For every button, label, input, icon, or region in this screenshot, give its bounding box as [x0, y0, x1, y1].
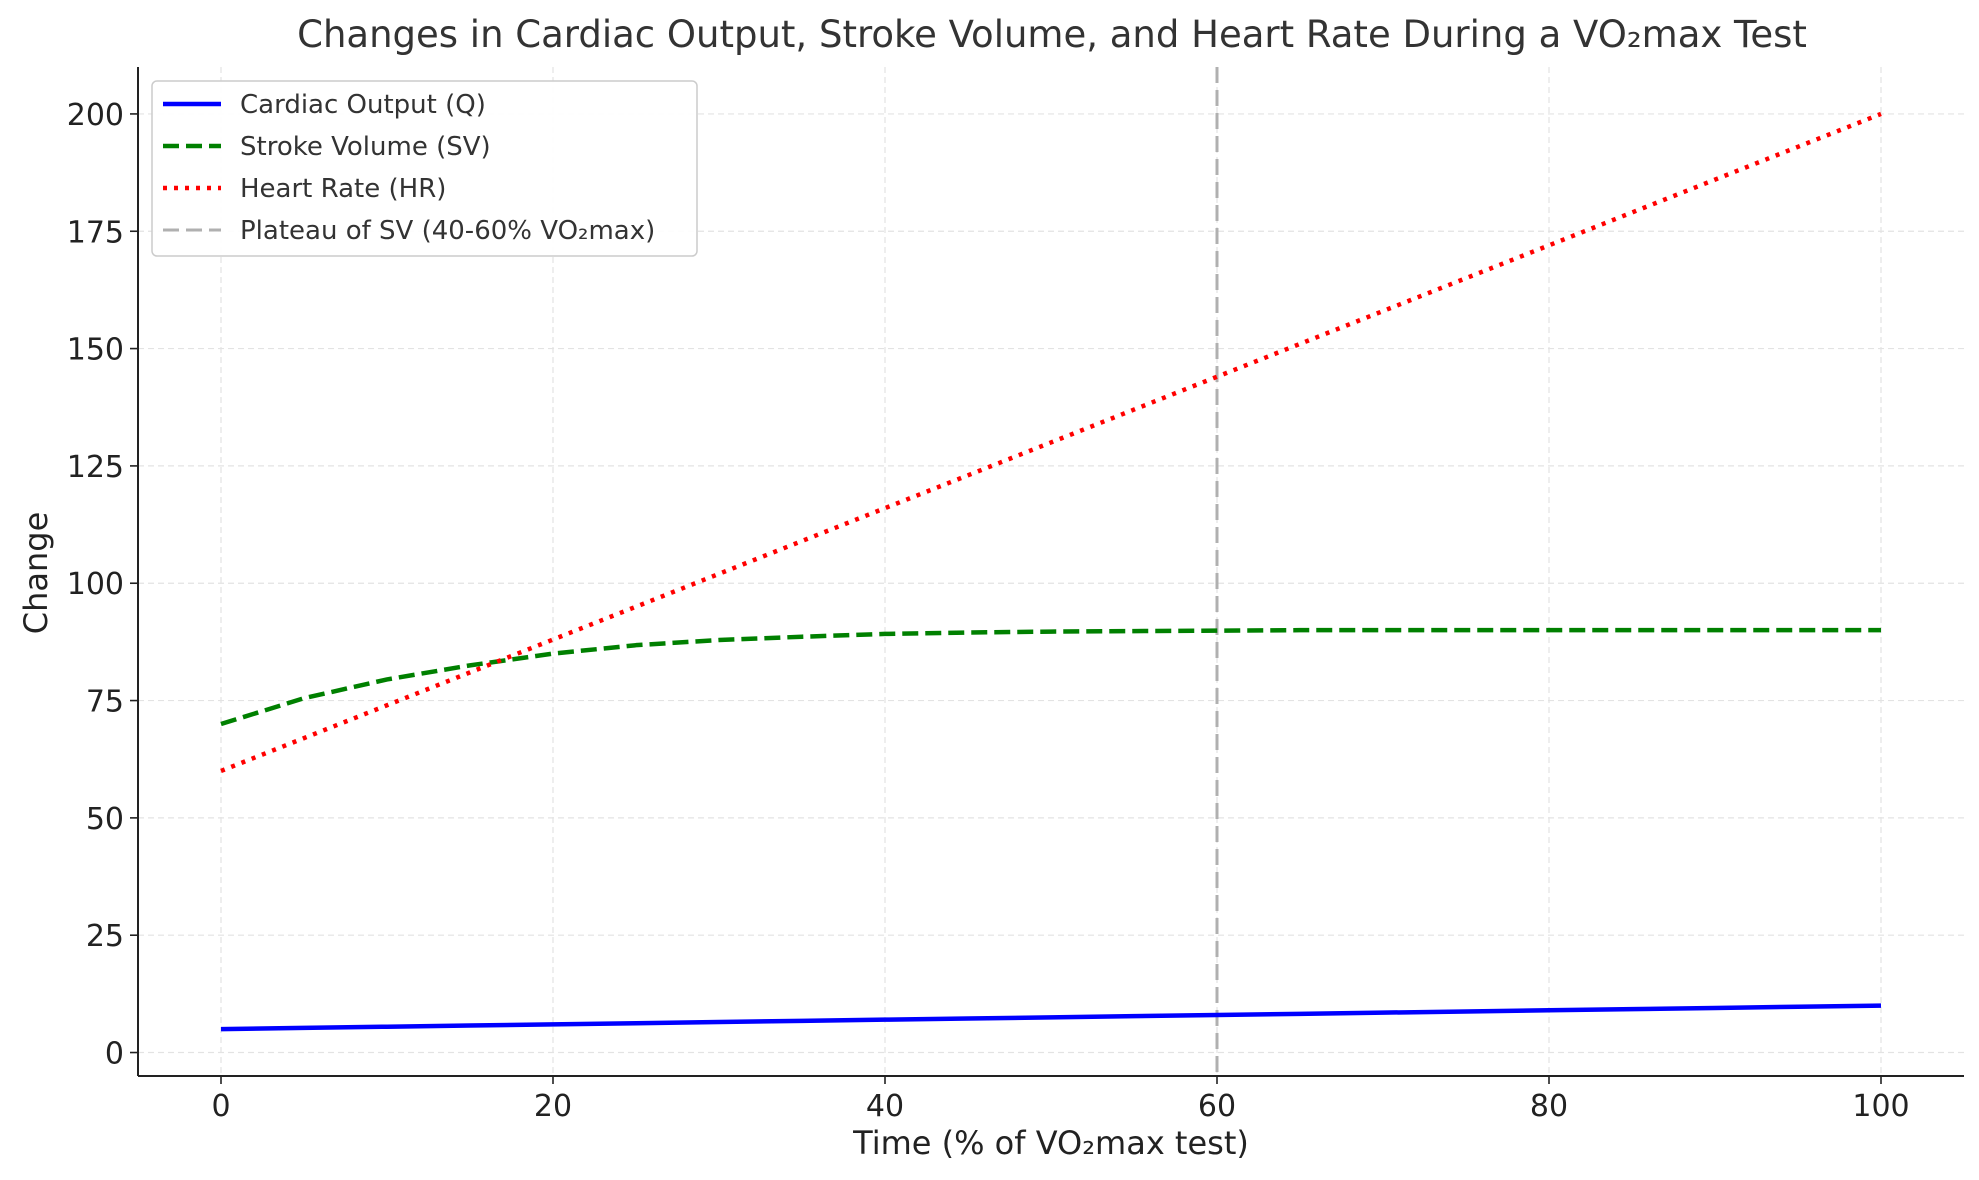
x-tick-label: 80	[1530, 1089, 1568, 1124]
y-tick-label: 25	[86, 919, 124, 954]
y-tick-label: 0	[105, 1037, 124, 1072]
legend-item-sv-plateau: Plateau of SV (40-60% VO₂max)	[163, 216, 655, 246]
y-tick-label: 75	[86, 685, 124, 720]
series-layer	[220, 111, 1882, 1032]
x-tick-label: 60	[1198, 1089, 1236, 1124]
stroke-volume-line	[220, 627, 1881, 727]
legend-item-heart-rate: Heart Rate (HR)	[163, 174, 446, 204]
y-tick-label: 100	[67, 567, 124, 602]
chart-title: Changes in Cardiac Output, Stroke Volume…	[297, 13, 1807, 56]
y-axis-label: Change	[17, 512, 55, 635]
x-tick-label: 0	[211, 1089, 230, 1124]
cardiac-output-line	[220, 1003, 1882, 1032]
y-tick-label: 150	[67, 333, 124, 368]
legend-label: Heart Rate (HR)	[240, 174, 446, 204]
legend-box	[151, 80, 698, 257]
y-tick-label: 125	[67, 450, 124, 485]
ticks-layer: 0 20 40 60 80 100 0 25 50 75 100 125 150 175 200	[67, 98, 1910, 1124]
x-axis-label: Time (% of VO₂max test)	[852, 1124, 1249, 1162]
axes-layer	[137, 67, 1964, 1077]
y-tick-label: 175	[67, 215, 124, 250]
heart-rate-line	[220, 111, 1882, 774]
legend-label: Cardiac Output (Q)	[240, 90, 486, 120]
y-tick-label: 50	[86, 802, 124, 837]
x-tick-label: 20	[534, 1089, 572, 1124]
x-tick-label: 100	[1852, 1089, 1909, 1124]
x-tick-label: 40	[866, 1089, 904, 1124]
legend-item-stroke-volume: Stroke Volume (SV)	[163, 132, 491, 162]
legend-label: Stroke Volume (SV)	[240, 132, 491, 162]
legend-item-cardiac-output: Cardiac Output (Q)	[163, 90, 486, 120]
legend-label: Plateau of SV (40-60% VO₂max)	[240, 216, 655, 246]
legend: Cardiac Output (Q) Stroke Volume (SV) Hear…	[151, 80, 698, 257]
y-tick-label: 200	[67, 98, 124, 133]
